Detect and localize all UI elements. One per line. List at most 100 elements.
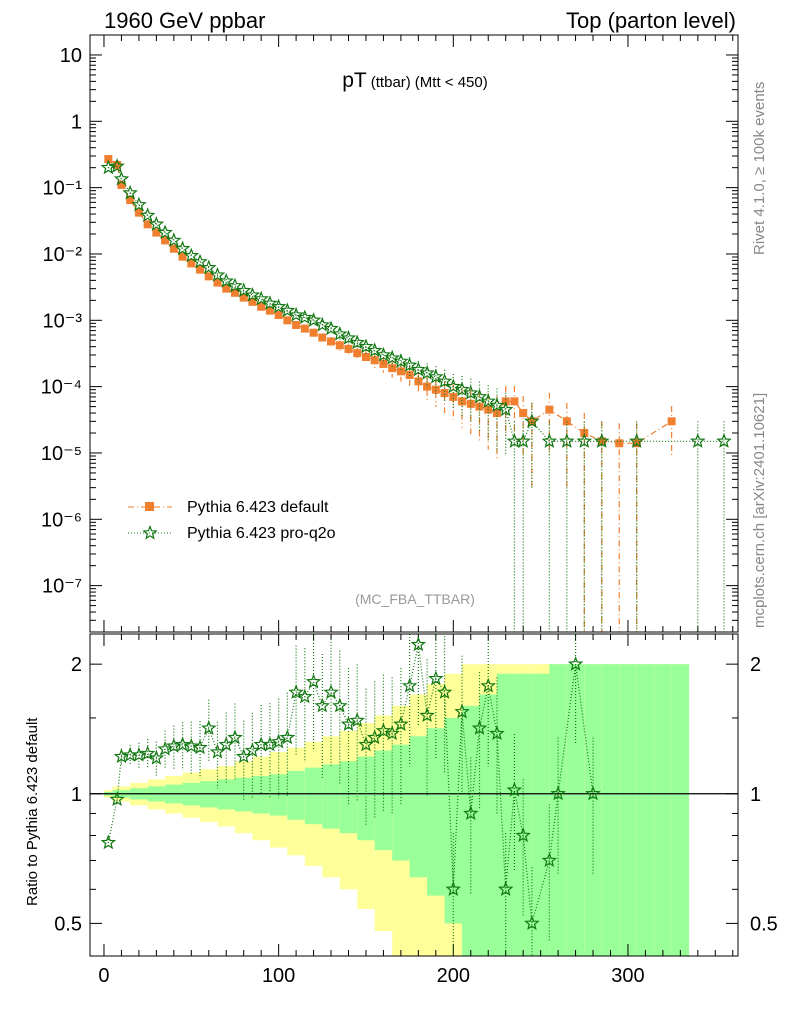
data-point-default (230, 288, 239, 297)
main-ytick-label: 1 (71, 111, 82, 133)
ratio-point-proq2o (428, 670, 444, 686)
data-point-default (178, 252, 187, 261)
legend-proq2o-label: Pythia 6.423 pro-q2o (187, 525, 336, 542)
data-point-proq2o (131, 196, 147, 212)
data-point-proq2o (253, 290, 270, 306)
ratio-point-proq2o (375, 722, 392, 738)
data-point-default (388, 364, 397, 373)
xtick-label: 300 (611, 965, 644, 987)
ratio-point-proq2o (340, 716, 357, 731)
data-point-default (405, 370, 414, 379)
data-point-default (501, 397, 510, 406)
data-point-proq2o (375, 346, 392, 362)
title-main: pT (342, 69, 367, 92)
ratio-point-proq2o (480, 677, 496, 693)
ratio-point-proq2o (436, 684, 453, 699)
data-point-default (117, 180, 126, 189)
ratio-line-proq2o (107, 644, 594, 924)
ratio-point-proq2o (174, 736, 191, 752)
data-point-proq2o (340, 329, 357, 345)
data-point-proq2o (716, 433, 732, 448)
legend: Pythia 6.423 default Pythia 6.423 pro-q2… (128, 499, 336, 542)
ratio-band-inner (304, 767, 323, 825)
data-point-default (300, 324, 309, 333)
ratio-band-inner (531, 673, 550, 956)
data-point-proq2o (471, 388, 488, 404)
ratio-bands (103, 664, 690, 956)
main-ytick-label: 10⁻⁴ (41, 377, 82, 399)
data-point-proq2o (410, 361, 427, 377)
ratio-series (100, 634, 601, 956)
xtick-label: 0 (98, 965, 109, 987)
data-point-default (414, 377, 423, 386)
ratio-ytick-label: 2 (71, 654, 82, 676)
ratio-point-proq2o (463, 805, 479, 821)
legend-default-marker (145, 502, 154, 511)
ratio-band-inner (671, 664, 690, 956)
data-point-proq2o (297, 309, 313, 325)
data-point-default (292, 320, 301, 329)
data-point-proq2o (201, 259, 217, 275)
data-point-proq2o (428, 368, 444, 384)
data-point-proq2o (113, 170, 130, 186)
ratio-point-proq2o (201, 720, 217, 735)
data-point-proq2o (174, 240, 191, 256)
ratio-point-proq2o (131, 746, 147, 762)
data-point-proq2o (183, 247, 200, 263)
ratio-band-inner (619, 664, 637, 956)
ratio-point-proq2o (515, 827, 531, 843)
data-point-default (580, 429, 589, 437)
data-point-proq2o (279, 302, 296, 318)
main-frame (89, 34, 739, 633)
data-point-default (104, 155, 113, 164)
data-point-proq2o (515, 433, 531, 448)
data-point-default (370, 356, 379, 365)
ratio-point-proq2o (497, 881, 514, 896)
ratio-point-proq2o (157, 740, 173, 756)
ratio-band-inner (462, 705, 480, 956)
data-point-proq2o (218, 272, 234, 288)
ratio-band-inner (479, 694, 497, 956)
data-point-proq2o (445, 378, 462, 394)
data-point-proq2o (628, 433, 645, 448)
main-ytick-label: 10⁻³ (43, 310, 83, 332)
ratio-band-inner (496, 673, 515, 956)
data-point-default (449, 392, 458, 401)
data-point-default (134, 208, 143, 217)
data-point-proq2o (166, 232, 182, 248)
ratio-point-proq2o (332, 697, 348, 713)
data-point-default (344, 344, 353, 353)
data-point-proq2o (594, 433, 610, 448)
ratio-band-inner (322, 764, 340, 829)
ratio-axes: 0.5 0.5 1 1 2 2 0 100 200 300 (54, 634, 778, 987)
main-ytick-label: 10⁻⁷ (42, 576, 82, 598)
series-line-default (107, 158, 672, 444)
data-point-proq2o (419, 364, 435, 380)
data-point-proq2o (393, 353, 409, 369)
data-point-default (126, 196, 135, 205)
data-point-proq2o (139, 207, 156, 223)
ratio-point-proq2o (585, 785, 601, 801)
ratio-band-inner (234, 777, 253, 812)
data-point-default (466, 399, 475, 408)
data-point-default (257, 302, 266, 311)
data-point-default (353, 349, 362, 358)
ratio-point-proq2o (410, 636, 427, 652)
main-ytick-label: 10⁻⁶ (41, 509, 82, 531)
data-point-proq2o (109, 158, 125, 173)
series-line-proq2o (108, 165, 724, 442)
data-point-default (519, 409, 528, 418)
ratio-band-inner (444, 717, 463, 924)
ratio-point-proq2o (262, 736, 278, 752)
ratio-point-proq2o (305, 673, 322, 689)
ratio-band-inner (427, 728, 445, 896)
ratio-point-proq2o (183, 738, 200, 753)
data-point-proq2o (209, 266, 226, 282)
data-point-proq2o (358, 338, 374, 354)
ratio-point-proq2o (349, 712, 365, 728)
ratio-band-inner (636, 664, 655, 956)
data-point-default (615, 439, 624, 448)
ratio-band-inner (217, 779, 235, 810)
data-point-proq2o (262, 295, 278, 310)
ratio-point-proq2o (100, 834, 117, 850)
